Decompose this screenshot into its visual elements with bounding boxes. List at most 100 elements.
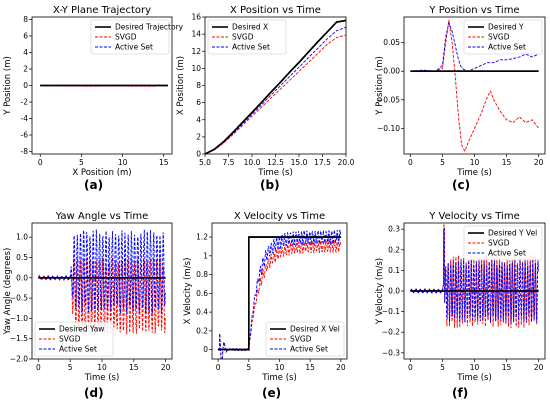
y-tick-label: 0: [23, 81, 28, 90]
y-tick-label: 0: [196, 150, 201, 159]
legend-label: Desired Yaw: [59, 325, 104, 334]
y-tick-label: 0.00: [383, 67, 400, 76]
x-axis-label: X Position (m): [72, 168, 131, 178]
y-tick-label: −1.5: [10, 334, 28, 343]
y-tick-label: 0.0: [388, 287, 400, 296]
legend-label: Desired X: [232, 23, 268, 32]
y-tick-label: −2.0: [10, 355, 28, 364]
legend-label: Active Set: [59, 345, 97, 354]
x-tick-label: 15: [502, 363, 512, 372]
x-tick-label: 15: [305, 363, 315, 372]
y-tick-label: 14: [191, 30, 201, 39]
series-group: [40, 85, 168, 86]
y-tick-label: −0.3: [382, 348, 400, 357]
y-axis-label: Y Velocity (m/s): [375, 258, 385, 325]
y-axis-label: Y Position (m): [375, 56, 385, 116]
x-tick-label: 0: [408, 363, 413, 372]
y-tick-label: 0.6: [196, 289, 208, 298]
x-tick-label: 0: [408, 158, 413, 167]
panel-label-b: (b): [260, 178, 280, 192]
y-axis-label: X Position (m): [176, 56, 186, 115]
y-tick-label: 0.05: [383, 38, 400, 47]
x-tick-label: 5: [68, 363, 73, 372]
x-axis-label: Time (s): [257, 168, 293, 178]
y-tick-label: 6: [23, 31, 28, 40]
y-axis-label: X Velocity (m/s): [183, 258, 193, 325]
x-tick-label: 10: [470, 158, 480, 167]
y-tick-label: 1.2: [196, 233, 208, 242]
panel-label-d: (d): [84, 386, 104, 400]
legend-label: SVGD: [488, 33, 510, 42]
y-tick-label: 0.8: [196, 270, 208, 279]
x-tick-label: 17.5: [314, 158, 331, 167]
legend-label: SVGD: [59, 335, 81, 344]
y-tick-label: -8: [21, 147, 29, 156]
y-tick-label: 8: [196, 81, 201, 90]
x-tick-label: 5: [246, 363, 251, 372]
y-tick-label: 2: [23, 64, 28, 73]
x-axis-label: Time (s): [261, 373, 297, 383]
y-tick-label: −0.2: [382, 328, 400, 337]
chart-title: X Velocity vs Time: [234, 211, 325, 222]
y-tick-label: -6: [21, 131, 29, 140]
x-tick-label: 10: [275, 363, 285, 372]
y-tick-label: 2: [196, 132, 201, 141]
chart-title: X-Y Plane Trajectory: [53, 5, 151, 16]
legend-label: SVGD: [488, 239, 510, 248]
x-tick-label: 10: [97, 363, 107, 372]
x-tick-label: 20: [534, 158, 544, 167]
panel-label-c: (c): [452, 178, 470, 192]
y-tick-label: 4: [196, 115, 201, 124]
y-tick-label: -4: [21, 114, 29, 123]
legend-label: Desired Trajectory: [115, 23, 184, 32]
legend-label: Desired X Vel: [290, 325, 340, 334]
series-line-active-set: [38, 230, 165, 315]
legend-label: Active Set: [232, 43, 270, 52]
x-tick-label: 15.0: [291, 158, 308, 167]
legend-label: Active Set: [115, 43, 153, 52]
y-tick-label: 0.2: [196, 326, 208, 335]
y-axis-label: Y Position (m): [3, 56, 13, 116]
legend-label: SVGD: [290, 335, 312, 344]
x-tick-label: 20: [161, 363, 171, 372]
y-axis-label: Yaw Angle (degrees): [3, 248, 13, 336]
x-axis-label: Time (s): [456, 168, 492, 178]
y-tick-label: 12: [191, 47, 201, 56]
x-tick-label: 0: [216, 363, 221, 372]
y-tick-label: 4: [23, 48, 28, 57]
y-tick-label: 1: [203, 251, 208, 260]
x-tick-label: 5.0: [199, 158, 211, 167]
chart-title: Y Position vs Time: [428, 5, 519, 16]
panel-label-e: (e): [262, 386, 281, 400]
x-tick-label: 5: [79, 158, 84, 167]
chart-title: X Position vs Time: [230, 5, 321, 16]
y-tick-label: 6: [196, 98, 201, 107]
legend-label: SVGD: [232, 33, 254, 42]
x-axis-label: Time (s): [84, 373, 120, 383]
legend-label: SVGD: [115, 33, 137, 42]
y-tick-label: 10: [191, 64, 201, 73]
y-tick-label: -2: [21, 98, 29, 107]
x-tick-label: 20: [336, 363, 346, 372]
legend-label: Active Set: [290, 345, 328, 354]
x-tick-label: 12.5: [267, 158, 284, 167]
series-group: [38, 230, 165, 335]
x-tick-label: 10.0: [244, 158, 261, 167]
y-tick-label: 0.4: [196, 308, 208, 317]
panel-label-a: (a): [84, 178, 103, 192]
y-tick-label: 16: [191, 13, 201, 22]
y-tick-label: 0.1: [388, 266, 400, 275]
x-tick-label: 10: [470, 363, 480, 372]
